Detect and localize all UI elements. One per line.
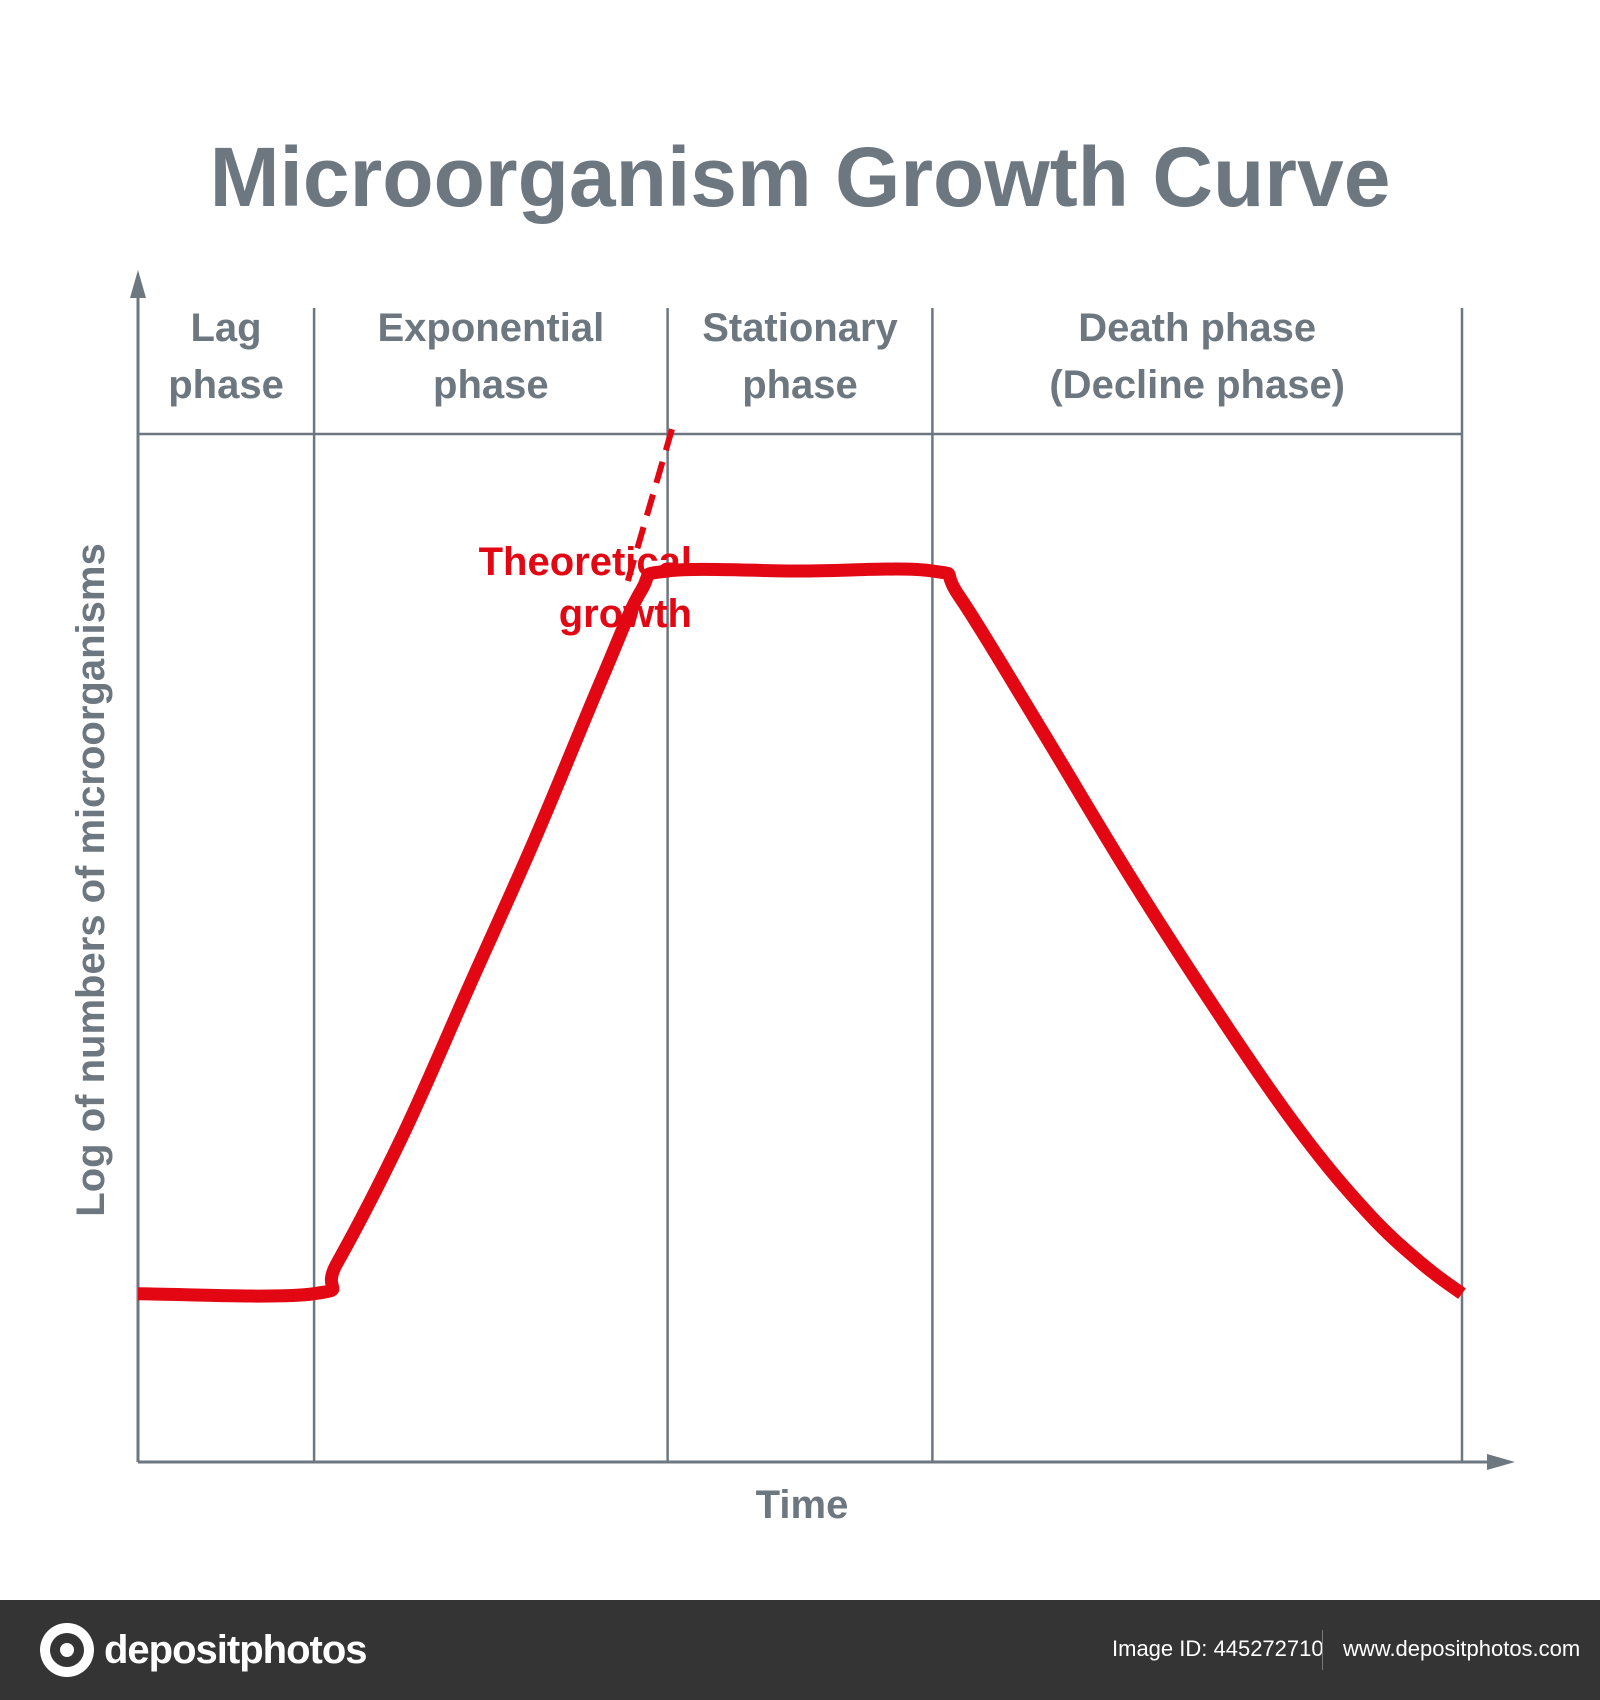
phase-dividers: Lag phase Exponential phase Stationary phase D… [138, 306, 1464, 1462]
chart-title: Microorganism Growth Curve [210, 130, 1391, 224]
footer-bar: depositphotos Image ID: 445272710 www.de… [0, 1600, 1600, 1700]
x-axis-label: Time [756, 1483, 849, 1527]
annotation-layer: Theoretical growth [479, 540, 692, 636]
y-axis-label: Log of numbers of microorganisms [69, 543, 113, 1216]
annotation-label: Theoretical [479, 540, 692, 584]
series-layer [137, 420, 1466, 1303]
axes [130, 270, 1515, 1470]
phase-label: Stationary [702, 306, 898, 350]
footer-url-link[interactable]: www.depositphotos.com [1343, 1636, 1581, 1661]
phase-label: Exponential [377, 306, 604, 350]
phase-label: (Decline phase) [1049, 363, 1345, 407]
annotation-label: growth [559, 592, 692, 636]
footer-divider [1322, 1630, 1323, 1670]
phase-label: Death phase [1078, 306, 1316, 350]
phase-label: phase [433, 363, 549, 407]
phase-label: phase [742, 363, 858, 407]
logo-text: depositphotos [104, 1627, 368, 1672]
footer-logo[interactable]: depositphotos [40, 1622, 368, 1678]
y-axis-arrow [130, 270, 146, 298]
growth-curve-line [137, 562, 1466, 1303]
phase-label: phase [168, 363, 284, 407]
x-axis-arrow [1487, 1454, 1515, 1470]
phase-label: Lag [190, 306, 261, 350]
theoretical-growth-line [624, 420, 678, 582]
camera-icon [40, 1623, 94, 1677]
image-id: Image ID: 445272710 [1112, 1636, 1324, 1661]
